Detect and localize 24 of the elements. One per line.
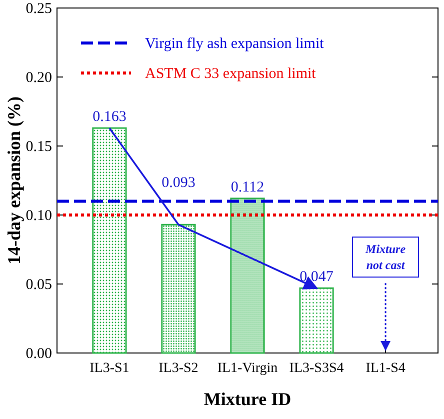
legend-label: Virgin fly ash expansion limit bbox=[145, 36, 325, 52]
x-tick-label: IL3-S1 bbox=[90, 361, 130, 376]
data-label: 0.163 bbox=[92, 109, 126, 126]
y-tick-label: 0.00 bbox=[26, 346, 52, 362]
x-tick-label: IL3-S3S4 bbox=[289, 361, 344, 376]
data-label: 0.047 bbox=[300, 269, 334, 286]
data-label: 0.093 bbox=[162, 175, 196, 192]
annotation: Mixture not cast bbox=[364, 242, 406, 272]
x-tick-label: IL3-S2 bbox=[158, 361, 198, 376]
y-axis-title: 14-day expansion (%) bbox=[4, 96, 24, 265]
y-tick-label: 0.25 bbox=[26, 1, 52, 17]
bar bbox=[161, 224, 196, 354]
y-tick-label: 0.15 bbox=[26, 139, 52, 155]
bar bbox=[92, 127, 127, 354]
y-tick-label: 0.05 bbox=[26, 277, 52, 293]
data-label: 0.112 bbox=[230, 179, 264, 196]
y-tick-label: 0.20 bbox=[26, 70, 52, 86]
legend-label: ASTM C 33 expansion limit bbox=[145, 66, 317, 82]
x-tick-label: IL1-S4 bbox=[366, 361, 406, 376]
bar bbox=[299, 287, 334, 354]
x-axis-title: Mixture ID bbox=[204, 389, 292, 409]
x-tick-label: IL1-Virgin bbox=[217, 361, 278, 376]
y-tick-label: 0.10 bbox=[26, 208, 52, 224]
bar bbox=[230, 198, 265, 354]
